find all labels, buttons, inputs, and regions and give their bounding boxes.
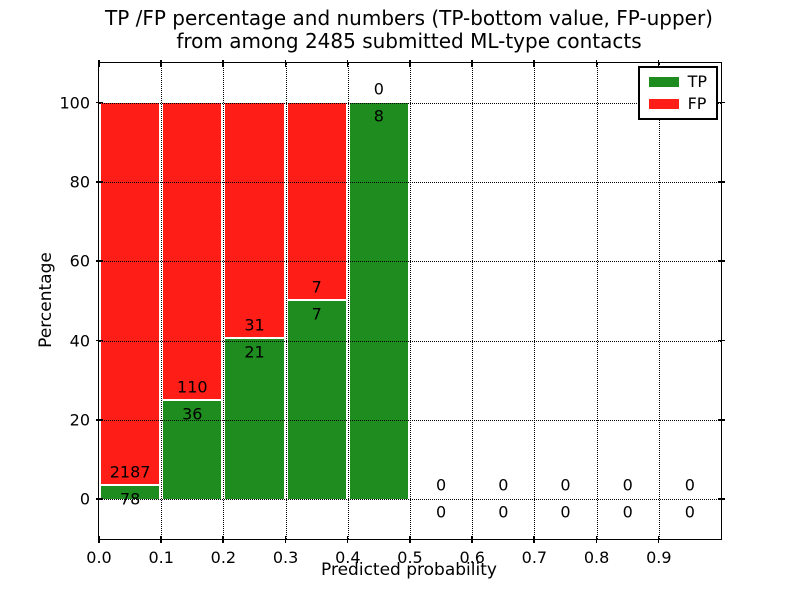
fp-count-label: 0 bbox=[560, 475, 571, 495]
tp-bar bbox=[287, 301, 346, 500]
y-tick-mark bbox=[95, 101, 103, 104]
gridline-vertical bbox=[658, 63, 660, 539]
fp-bar bbox=[287, 102, 346, 301]
fp-count-label: 0 bbox=[622, 475, 633, 495]
y-tick-label: 60 bbox=[69, 251, 90, 271]
x-axis-label: Predicted probability bbox=[321, 560, 497, 580]
fp-count-label: 110 bbox=[177, 377, 208, 397]
gridline-vertical bbox=[472, 63, 474, 539]
fp-legend-label: FP bbox=[687, 94, 707, 113]
x-tick-mark bbox=[222, 535, 224, 543]
tp-count-label: 0 bbox=[498, 502, 509, 522]
x-tick-mark bbox=[160, 535, 162, 543]
fp-count-label: 2187 bbox=[109, 462, 151, 482]
gridline-vertical bbox=[534, 63, 536, 539]
x-tick-mark-top bbox=[284, 59, 287, 67]
x-tick-mark-top bbox=[409, 59, 411, 67]
gridline-vertical bbox=[223, 63, 225, 539]
fp-count-label: 0 bbox=[498, 475, 509, 495]
y-tick-mark bbox=[95, 339, 103, 342]
gridline-vertical bbox=[596, 63, 598, 539]
gridline-horizontal bbox=[99, 182, 721, 183]
gridline-vertical bbox=[285, 63, 287, 539]
fp-count-label: 7 bbox=[311, 277, 322, 297]
chart-title: TP /FP percentage and numbers (TP-bottom… bbox=[98, 7, 720, 53]
x-tick-mark-top bbox=[471, 59, 473, 67]
legend-entry-fp: FP bbox=[648, 94, 707, 113]
y-tick-mark-right bbox=[717, 181, 725, 183]
tp-legend-label: TP bbox=[687, 72, 707, 91]
gridline-horizontal bbox=[99, 102, 721, 104]
y-tick-mark bbox=[95, 498, 103, 500]
y-tick-label: 40 bbox=[69, 331, 90, 351]
y-tick-mark-right bbox=[717, 498, 725, 500]
x-tick-mark-top bbox=[222, 59, 224, 67]
legend: TP FP bbox=[637, 66, 718, 120]
y-tick-label: 80 bbox=[69, 172, 90, 192]
y-tick-mark-right bbox=[717, 419, 725, 421]
tp-count-label: 8 bbox=[373, 106, 384, 126]
tp-count-label: 78 bbox=[119, 489, 141, 509]
fp-legend-swatch bbox=[648, 99, 679, 109]
y-tick-label: 100 bbox=[59, 93, 90, 113]
x-tick-mark bbox=[284, 535, 287, 543]
x-tick-mark bbox=[471, 535, 473, 543]
tp-count-label: 0 bbox=[684, 502, 695, 522]
x-tick-mark bbox=[98, 535, 100, 543]
tp-count-label: 0 bbox=[436, 502, 447, 522]
x-tick-mark bbox=[657, 535, 660, 543]
fp-count-label: 0 bbox=[436, 475, 447, 495]
x-tick-mark bbox=[595, 535, 598, 543]
tp-count-label: 21 bbox=[244, 342, 265, 362]
plot-area: TP FP 2187 78 110 36 31 21 7 7 0 8 0 0 0 0 0 0 0 0 0 0 0.0 0.… bbox=[59, 59, 725, 567]
fp-count-label: 31 bbox=[244, 315, 265, 335]
tp-count-label: 0 bbox=[560, 502, 571, 522]
tp-bar bbox=[101, 485, 160, 500]
fp-bar bbox=[163, 102, 222, 402]
y-tick-mark bbox=[95, 419, 103, 421]
tp-bar bbox=[349, 102, 408, 500]
gridline-vertical bbox=[161, 63, 163, 539]
tp-bar bbox=[225, 339, 284, 500]
x-tick-mark-top bbox=[346, 59, 349, 67]
gridline-horizontal bbox=[99, 340, 721, 342]
y-tick-mark-right bbox=[717, 260, 725, 262]
gridline-horizontal bbox=[99, 420, 721, 421]
x-tick-mark-top bbox=[595, 59, 598, 67]
x-tick-mark bbox=[409, 535, 411, 543]
chart-title-line2: from among 2485 submitted ML-type contac… bbox=[176, 29, 642, 53]
tp-count-label: 7 bbox=[311, 304, 322, 324]
gridline-vertical bbox=[410, 63, 411, 539]
x-tick-mark bbox=[533, 535, 535, 543]
x-tick-mark-top bbox=[657, 59, 660, 67]
x-tick-mark bbox=[346, 535, 349, 543]
x-tick-mark-top bbox=[160, 59, 162, 67]
chart-title-line1: TP /FP percentage and numbers (TP-bottom… bbox=[105, 6, 713, 30]
gridline-horizontal bbox=[99, 499, 721, 501]
y-tick-mark-right bbox=[717, 339, 725, 342]
y-axis-label: Percentage bbox=[36, 252, 56, 348]
x-tick-mark-top bbox=[533, 59, 535, 67]
fp-count-label: 0 bbox=[684, 475, 695, 495]
tp-bar bbox=[163, 401, 222, 500]
y-tick-mark bbox=[95, 181, 103, 183]
legend-entry-tp: TP bbox=[648, 72, 707, 91]
y-tick-mark-right bbox=[717, 101, 725, 104]
fp-count-label: 0 bbox=[373, 79, 384, 99]
x-tick-mark-top bbox=[98, 59, 100, 67]
y-tick-label: 20 bbox=[69, 410, 90, 430]
gridline-vertical bbox=[347, 63, 349, 539]
y-tick-mark bbox=[95, 260, 103, 262]
tp-count-label: 0 bbox=[622, 502, 633, 522]
tp-count-label: 36 bbox=[182, 404, 203, 424]
fp-bar bbox=[225, 102, 284, 340]
tp-legend-swatch bbox=[648, 77, 679, 87]
gridline-horizontal bbox=[99, 261, 721, 263]
fp-bar bbox=[101, 102, 160, 486]
y-tick-label: 0 bbox=[79, 489, 90, 509]
